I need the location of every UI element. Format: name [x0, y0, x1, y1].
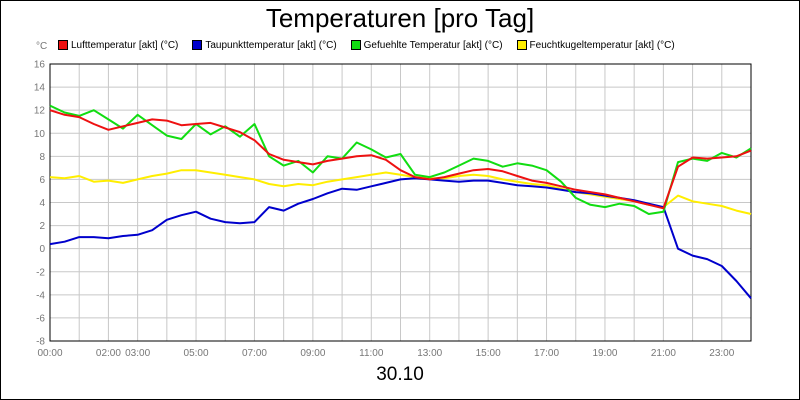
y-tick-label: 14 — [34, 83, 46, 94]
legend-label-feuchtkugeltemperatur: Feuchtkugeltemperatur [akt] (°C) — [529, 39, 675, 51]
y-tick-label: 12 — [34, 106, 46, 117]
legend-item-lufttemperatur: Lufttemperatur [akt] (°C) — [58, 37, 178, 53]
x-axis-date-label: 30.10 — [376, 364, 424, 385]
y-tick-label: -8 — [36, 337, 45, 348]
x-tick-label: 05:00 — [184, 348, 209, 359]
x-tick-label: 21:00 — [651, 348, 676, 359]
y-tick-label: -6 — [36, 313, 45, 324]
x-tick-label: 02:00 — [96, 348, 121, 359]
legend-label-gefuehlte-temperatur: Gefuehlte Temperatur [akt] (°C) — [363, 39, 503, 51]
x-tick-label: 09:00 — [300, 348, 325, 359]
series-line-lufttemperatur — [49, 109, 752, 210]
series-line-taupunkttemperatur — [49, 177, 752, 299]
legend-swatch-gefuehlte-temperatur — [350, 40, 361, 50]
y-axis-unit-label: °C — [36, 41, 48, 52]
x-tick-label: 07:00 — [242, 348, 267, 359]
y-tick-label: 10 — [34, 129, 46, 140]
y-tick-label: 0 — [39, 244, 45, 255]
x-tick-label: 23:00 — [709, 348, 734, 359]
x-tick-label: 11:00 — [359, 348, 384, 359]
y-tick-label: 4 — [39, 198, 45, 209]
legend-swatch-lufttemperatur — [58, 40, 68, 50]
legend-item-taupunkttemperatur: Taupunkttemperatur [akt] (°C) — [192, 37, 337, 53]
y-tick-label: -4 — [36, 290, 45, 301]
legend-item-gefuehlte-temperatur: Gefuehlte Temperatur [akt] (°C) — [350, 37, 503, 53]
series-line-gefuehlte-temperatur — [49, 104, 752, 215]
y-tick-label: 2 — [39, 221, 45, 232]
x-tick-label: 15:00 — [476, 348, 501, 359]
legend: Lufttemperatur [akt] (°C) Taupunkttemper… — [58, 37, 689, 53]
y-tick-label: 16 — [34, 60, 46, 71]
y-tick-label: -2 — [36, 267, 45, 278]
legend-swatch-taupunkttemperatur — [192, 40, 203, 50]
x-tick-label: 17:00 — [534, 348, 559, 359]
y-tick-label: 6 — [39, 175, 45, 186]
legend-label-taupunkttemperatur: Taupunkttemperatur [akt] (°C) — [205, 39, 337, 51]
legend-item-feuchtkugeltemperatur: Feuchtkugeltemperatur [akt] (°C) — [516, 37, 675, 53]
legend-swatch-feuchtkugeltemperatur — [516, 40, 527, 50]
x-tick-label: 13:00 — [417, 348, 442, 359]
y-tick-label: 8 — [39, 152, 45, 163]
x-tick-label: 03:00 — [125, 348, 150, 359]
chart-title: Temperaturen [pro Tag] — [265, 3, 535, 33]
legend-label-lufttemperatur: Lufttemperatur [akt] (°C) — [71, 39, 179, 51]
x-tick-label: 19:00 — [592, 348, 617, 359]
x-tick-label: 00:00 — [37, 348, 62, 359]
plot-border — [49, 63, 752, 342]
